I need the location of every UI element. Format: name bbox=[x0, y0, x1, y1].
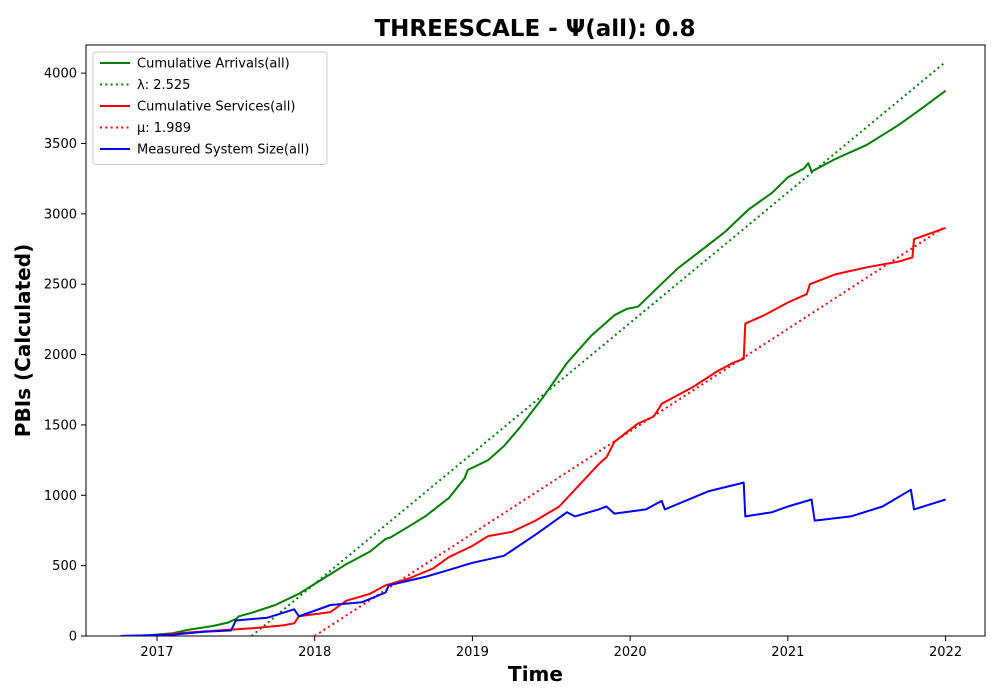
y-tick-label: 1500 bbox=[44, 418, 77, 433]
y-tick-label: 2500 bbox=[44, 278, 77, 293]
legend-box bbox=[92, 51, 328, 165]
y-tick-label: 2000 bbox=[44, 348, 77, 363]
x-tick-label: 2020 bbox=[614, 645, 647, 660]
y-tick-label: 1000 bbox=[44, 489, 77, 504]
series-line-1 bbox=[250, 61, 947, 636]
series-line-4 bbox=[120, 481, 946, 636]
axes-layer: 2017 2018 2019 2020 2021 2022 0 500 1000 1500 2000… bbox=[44, 67, 962, 660]
series-layer bbox=[120, 61, 947, 636]
y-axis-title: PBIs (Calculated) bbox=[11, 244, 35, 437]
x-axis-title: Time bbox=[508, 662, 563, 686]
legend-label-0: Cumulative Arrivals(all) bbox=[137, 57, 290, 72]
legend: Cumulative Arrivals(all) λ: 2.525 Cumulati… bbox=[92, 51, 328, 165]
series-line-2 bbox=[120, 226, 946, 636]
y-tick-label: 3000 bbox=[44, 207, 77, 222]
y-tick-label: 4000 bbox=[44, 67, 77, 82]
legend-label-4: Measured System Size(all) bbox=[137, 143, 309, 158]
y-tick-label: 0 bbox=[69, 630, 77, 645]
x-tick-label: 2022 bbox=[929, 645, 962, 660]
series-line-3 bbox=[314, 225, 947, 636]
chart-title: THREESCALE - Ψ(all): 0.8 bbox=[374, 16, 695, 42]
x-tick-label: 2018 bbox=[298, 645, 331, 660]
series-line-0 bbox=[120, 89, 947, 636]
x-tick-label: 2019 bbox=[456, 645, 489, 660]
y-tick-label: 3500 bbox=[44, 137, 77, 152]
y-tick-label: 500 bbox=[52, 559, 77, 574]
legend-label-1: λ: 2.525 bbox=[137, 78, 190, 93]
x-tick-label: 2021 bbox=[771, 645, 804, 660]
legend-label-2: Cumulative Services(all) bbox=[137, 100, 295, 115]
x-tick-label: 2017 bbox=[140, 645, 173, 660]
legend-label-3: μ: 1.989 bbox=[137, 121, 191, 136]
